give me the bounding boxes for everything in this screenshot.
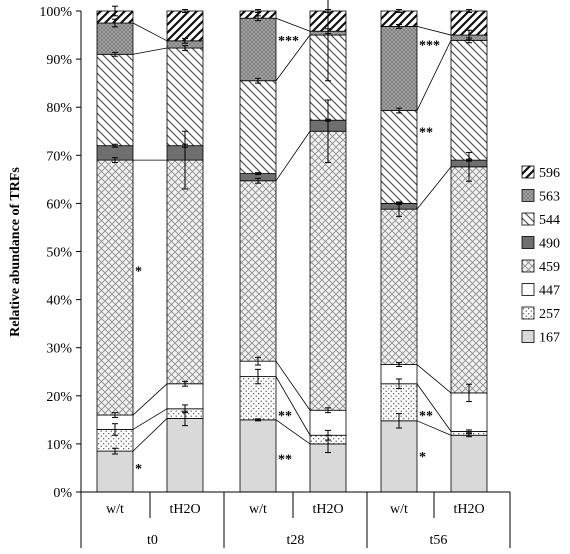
- connector-line: [275, 419, 311, 445]
- legend-swatch-257: [521, 306, 535, 320]
- significance-marker: ***: [278, 34, 299, 49]
- x-group-label: t56: [430, 533, 448, 548]
- significance-marker: **: [419, 125, 433, 140]
- legend-label: 544: [539, 213, 560, 228]
- legend-swatch-596: [521, 165, 535, 179]
- y-tick-label: 90%: [46, 53, 72, 68]
- bar-segment-544: [380, 110, 418, 204]
- bar-segment-167: [380, 420, 418, 493]
- legend-label: 563: [539, 190, 560, 205]
- x-tick-label: w/t: [249, 502, 267, 517]
- legend-swatch-459: [521, 259, 535, 273]
- connector-line: [132, 418, 168, 452]
- significance-marker: *: [419, 450, 426, 465]
- y-tick-label: 20%: [46, 390, 72, 405]
- significance-marker: **: [278, 452, 292, 467]
- connector-line: [275, 131, 311, 182]
- connector-lines: [132, 17, 452, 452]
- legend-label: 257: [539, 307, 560, 322]
- y-tick-label: 60%: [46, 197, 72, 212]
- legend-swatch-544: [521, 212, 535, 226]
- connector-line: [416, 364, 452, 394]
- bar-segment-459: [96, 159, 134, 416]
- y-axis-label: Relative abundance of TRFs: [8, 167, 23, 337]
- bar-segment-544: [450, 39, 488, 161]
- significance-marker: ***: [419, 39, 440, 54]
- bar-segment-596: [166, 10, 204, 42]
- legend-label: 447: [539, 284, 560, 299]
- legend-label: 459: [539, 260, 560, 275]
- connector-line: [416, 420, 452, 436]
- bar-segment-459: [309, 130, 347, 411]
- x-axis: w/t tH2O w/t tH2O w/t tH2O t0 t28 t56: [80, 491, 511, 548]
- y-tick-label: 30%: [46, 342, 72, 357]
- bar-segment-447: [450, 392, 488, 432]
- bar-segment-167: [166, 418, 204, 493]
- significance-marker: *: [135, 462, 142, 477]
- bar-segment-459: [166, 159, 204, 385]
- y-axis: 0% 10% 20% 30% 40% 50% 60% 70% 80% 90% 100%: [39, 5, 82, 501]
- connector-line: [132, 47, 168, 55]
- legend-label: 490: [539, 237, 560, 252]
- bar-segment-563: [380, 25, 418, 111]
- bar-segment-459: [239, 180, 277, 362]
- bar-segment-563: [96, 22, 134, 55]
- connector-line: [416, 166, 452, 210]
- bar-segment-167: [450, 434, 488, 493]
- x-group-label: t28: [287, 533, 305, 548]
- y-tick-label: 10%: [46, 438, 72, 453]
- bar-segment-544: [96, 53, 134, 147]
- connector-line: [275, 360, 311, 411]
- x-tick-label: tH2O: [169, 502, 200, 517]
- bar-segment-459: [380, 208, 418, 365]
- bar-segment-167: [96, 450, 134, 493]
- significance-annotations: *****************: [135, 34, 440, 477]
- connector-line: [132, 383, 168, 416]
- connector-line: [275, 376, 311, 436]
- legend-label: 167: [539, 331, 560, 346]
- y-tick-label: 0%: [53, 486, 72, 501]
- legend-label: 596: [539, 166, 560, 181]
- bars: [96, 10, 488, 493]
- legend-swatch-563: [521, 189, 535, 202]
- x-tick-label: tH2O: [453, 502, 484, 517]
- significance-marker: **: [419, 409, 433, 424]
- connector-line: [416, 383, 452, 432]
- x-tick-label: w/t: [106, 502, 124, 517]
- y-tick-label: 50%: [46, 246, 72, 261]
- connector-line: [275, 34, 311, 81]
- connector-line: [132, 408, 168, 430]
- connector-line: [132, 22, 168, 42]
- y-tick-label: 70%: [46, 149, 72, 164]
- x-tick-label: tH2O: [312, 502, 343, 517]
- bar-segment-167: [239, 419, 277, 493]
- connector-line: [275, 17, 311, 32]
- bar-segment-544: [166, 47, 204, 147]
- y-tick-label: 40%: [46, 294, 72, 309]
- bar-segment-563: [239, 17, 277, 82]
- x-tick-label: w/t: [390, 502, 408, 517]
- x-group-label: t0: [147, 533, 158, 548]
- error-bars: [112, 0, 472, 455]
- bar-segment-459: [450, 166, 488, 394]
- legend: 596 563 544 490 459 447 257 167: [521, 165, 560, 346]
- y-tick-label: 100%: [39, 5, 72, 20]
- significance-marker: *: [135, 265, 142, 280]
- legend-swatch-447: [521, 283, 535, 296]
- bar-segment-544: [239, 80, 277, 174]
- legend-swatch-490: [521, 236, 535, 249]
- legend-swatch-167: [521, 330, 535, 343]
- connector-line: [416, 26, 452, 36]
- y-tick-label: 80%: [46, 101, 72, 116]
- significance-marker: **: [278, 409, 292, 424]
- connector-line: [416, 40, 452, 111]
